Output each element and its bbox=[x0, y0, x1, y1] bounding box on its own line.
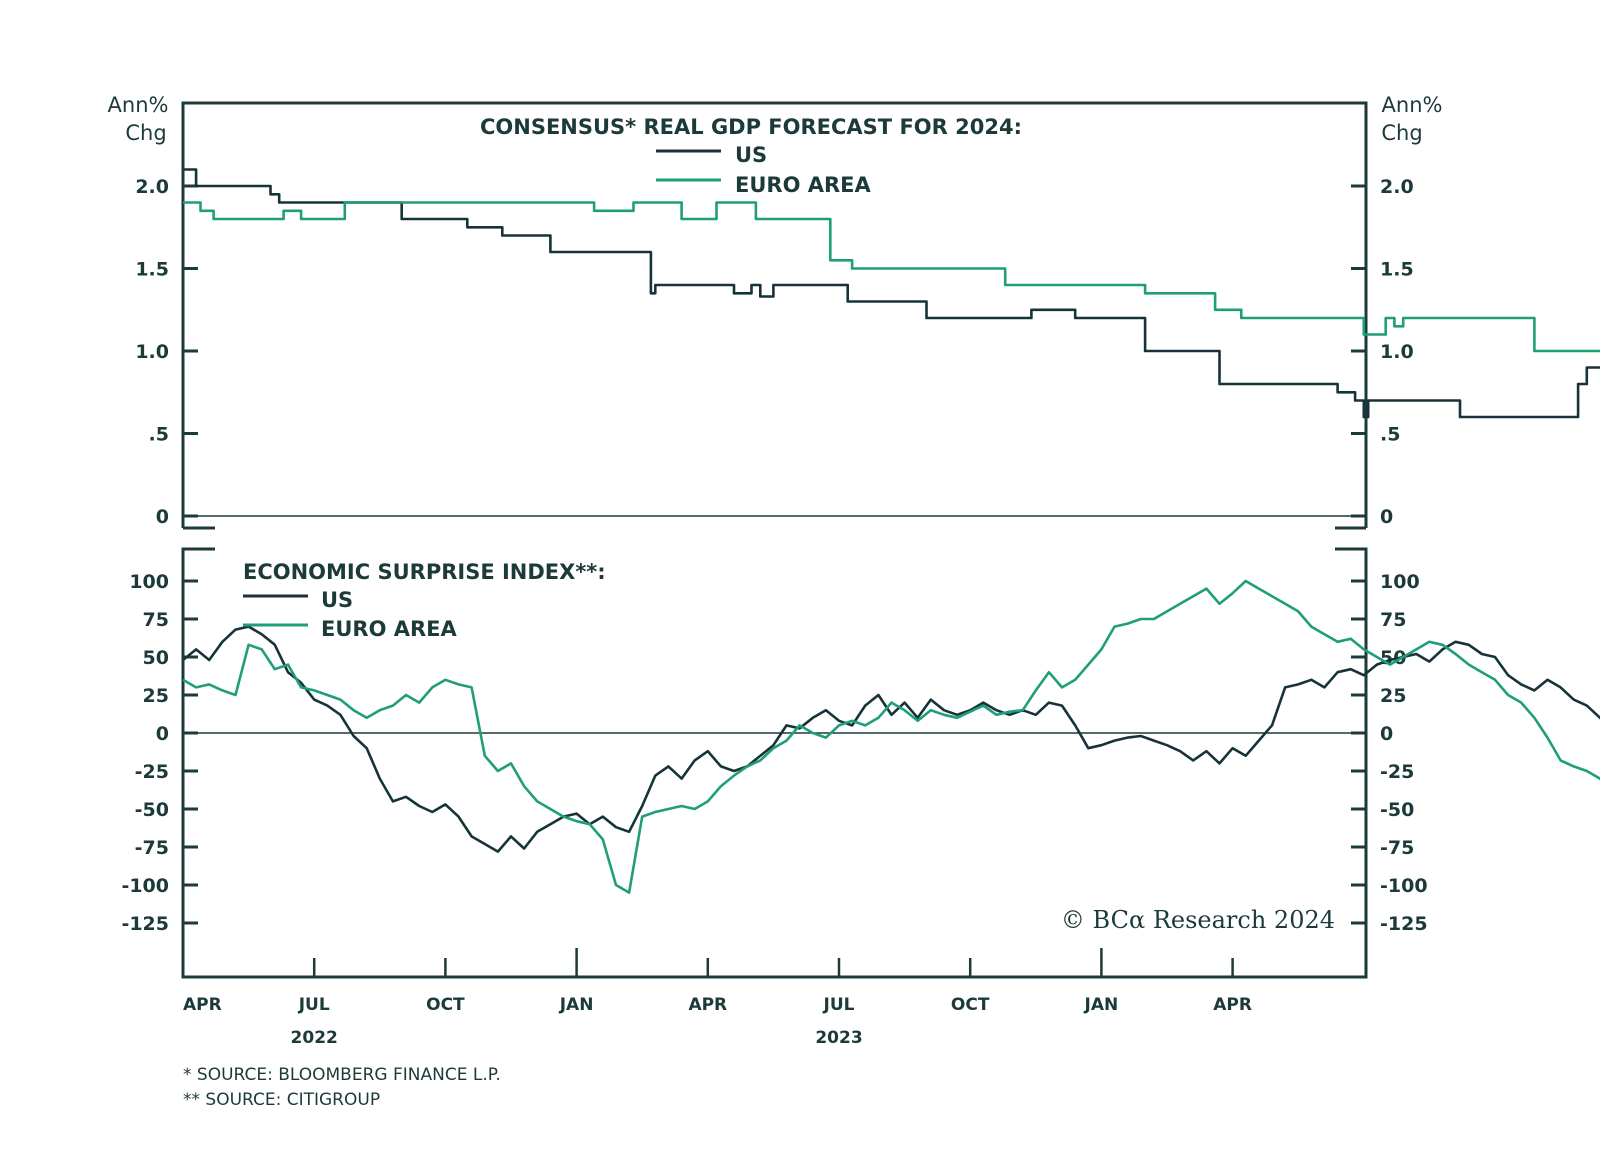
bottom-y-tick-label-left: 50 bbox=[143, 647, 169, 669]
bottom-y-tick-label-right: -50 bbox=[1380, 799, 1414, 821]
bottom-y-tick-label-left: -50 bbox=[135, 799, 169, 821]
bottom-y-tick-label-right: -125 bbox=[1380, 913, 1428, 935]
bottom-y-tick-label-left: -125 bbox=[121, 913, 169, 935]
unit-label-right-line2: Chg bbox=[1381, 121, 1422, 145]
top-panel-frame bbox=[181, 101, 1368, 528]
bottom-y-tick-label-right: 0 bbox=[1380, 723, 1393, 745]
top-y-tick-label-right: 1.0 bbox=[1380, 341, 1414, 363]
top-legend: CONSENSUS* REAL GDP FORECAST FOR 2024: U… bbox=[480, 115, 1022, 197]
x-tick-label: JUL bbox=[823, 995, 855, 1015]
top-y-tick-label-left: 1.0 bbox=[135, 341, 169, 363]
bottom-y-tick-label-left: -75 bbox=[135, 837, 169, 859]
bottom-legend-us-label: US bbox=[321, 588, 353, 612]
surprise-index-series-us bbox=[182, 625, 1600, 853]
x-axis-ticks: APR JUL OCT JAN APR JUL OCT JAN APR 2022 2023 bbox=[183, 948, 1252, 1048]
x-tick-label: JUL bbox=[298, 995, 330, 1015]
top-legend-euro-label: EURO AREA bbox=[735, 173, 871, 197]
footnote-bloomberg: * SOURCE: BLOOMBERG FINANCE L.P. bbox=[183, 1065, 501, 1085]
bottom-panel-frame bbox=[181, 547, 1368, 979]
top-legend-us-label: US bbox=[735, 143, 767, 167]
bottom-y-tick-label-left: 75 bbox=[143, 609, 169, 631]
top-legend-title: CONSENSUS* REAL GDP FORECAST FOR 2024: bbox=[480, 115, 1022, 139]
gdp-forecast-series-us bbox=[183, 168, 1600, 419]
x-tick-label: JAN bbox=[1084, 995, 1119, 1015]
surprise-index-series-euro-area bbox=[182, 579, 1600, 894]
top-series bbox=[183, 168, 1600, 419]
x-tick-label: OCT bbox=[426, 995, 465, 1015]
unit-label-left-line1: Ann% bbox=[108, 93, 169, 117]
bottom-y-tick-label-right: 25 bbox=[1380, 685, 1406, 707]
top-panel: 0 0 .5 .5 1.0 1.0 1.5 1.5 2.0 2.0 bbox=[135, 101, 1600, 530]
bottom-series bbox=[182, 579, 1600, 894]
gdp-forecast-series-euro-area bbox=[183, 201, 1600, 353]
copyright-label: © BCα Research 2024 bbox=[1061, 906, 1335, 934]
top-y-tick-label-left: 1.5 bbox=[135, 259, 169, 281]
top-y-tick-label-right: 0 bbox=[1380, 506, 1393, 528]
bottom-y-tick-label-left: 100 bbox=[129, 571, 169, 593]
unit-label-right-line1: Ann% bbox=[1382, 93, 1443, 117]
x-tick-label: OCT bbox=[951, 995, 990, 1015]
bottom-y-tick-label-left: 25 bbox=[143, 685, 169, 707]
bottom-legend-euro-label: EURO AREA bbox=[321, 617, 457, 641]
x-tick-label: APR bbox=[183, 995, 222, 1015]
top-y-tick-label-left: .5 bbox=[149, 424, 169, 446]
top-y-ticks: 0 0 .5 .5 1.0 1.0 1.5 1.5 2.0 2.0 bbox=[135, 176, 1413, 528]
bottom-legend-title: ECONOMIC SURPRISE INDEX**: bbox=[243, 560, 606, 584]
top-y-tick-label-right: .5 bbox=[1380, 424, 1400, 446]
bottom-y-tick-label-left: -100 bbox=[121, 875, 169, 897]
footnote-citigroup: ** SOURCE: CITIGROUP bbox=[183, 1090, 380, 1110]
bottom-y-tick-label-right: 100 bbox=[1380, 571, 1420, 593]
bottom-y-tick-label-right: 75 bbox=[1380, 609, 1406, 631]
x-year-label: 2022 bbox=[291, 1028, 338, 1048]
unit-label-left-line2: Chg bbox=[125, 121, 166, 145]
x-tick-label: APR bbox=[1213, 995, 1252, 1015]
top-y-tick-label-right: 2.0 bbox=[1380, 176, 1414, 198]
bottom-y-tick-label-left: -25 bbox=[135, 761, 169, 783]
bottom-y-tick-label-left: 0 bbox=[156, 723, 169, 745]
bottom-y-tick-label-right: -25 bbox=[1380, 761, 1414, 783]
x-year-label: 2023 bbox=[815, 1028, 862, 1048]
bottom-y-tick-label-right: -100 bbox=[1380, 875, 1428, 897]
bottom-y-tick-label-right: -75 bbox=[1380, 837, 1414, 859]
x-tick-label: APR bbox=[688, 995, 727, 1015]
top-y-tick-label-left: 0 bbox=[156, 506, 169, 528]
top-y-tick-label-left: 2.0 bbox=[135, 176, 169, 198]
top-y-tick-label-right: 1.5 bbox=[1380, 259, 1414, 281]
bottom-legend: ECONOMIC SURPRISE INDEX**: US EURO AREA bbox=[243, 560, 606, 641]
x-tick-label: JAN bbox=[559, 995, 594, 1015]
